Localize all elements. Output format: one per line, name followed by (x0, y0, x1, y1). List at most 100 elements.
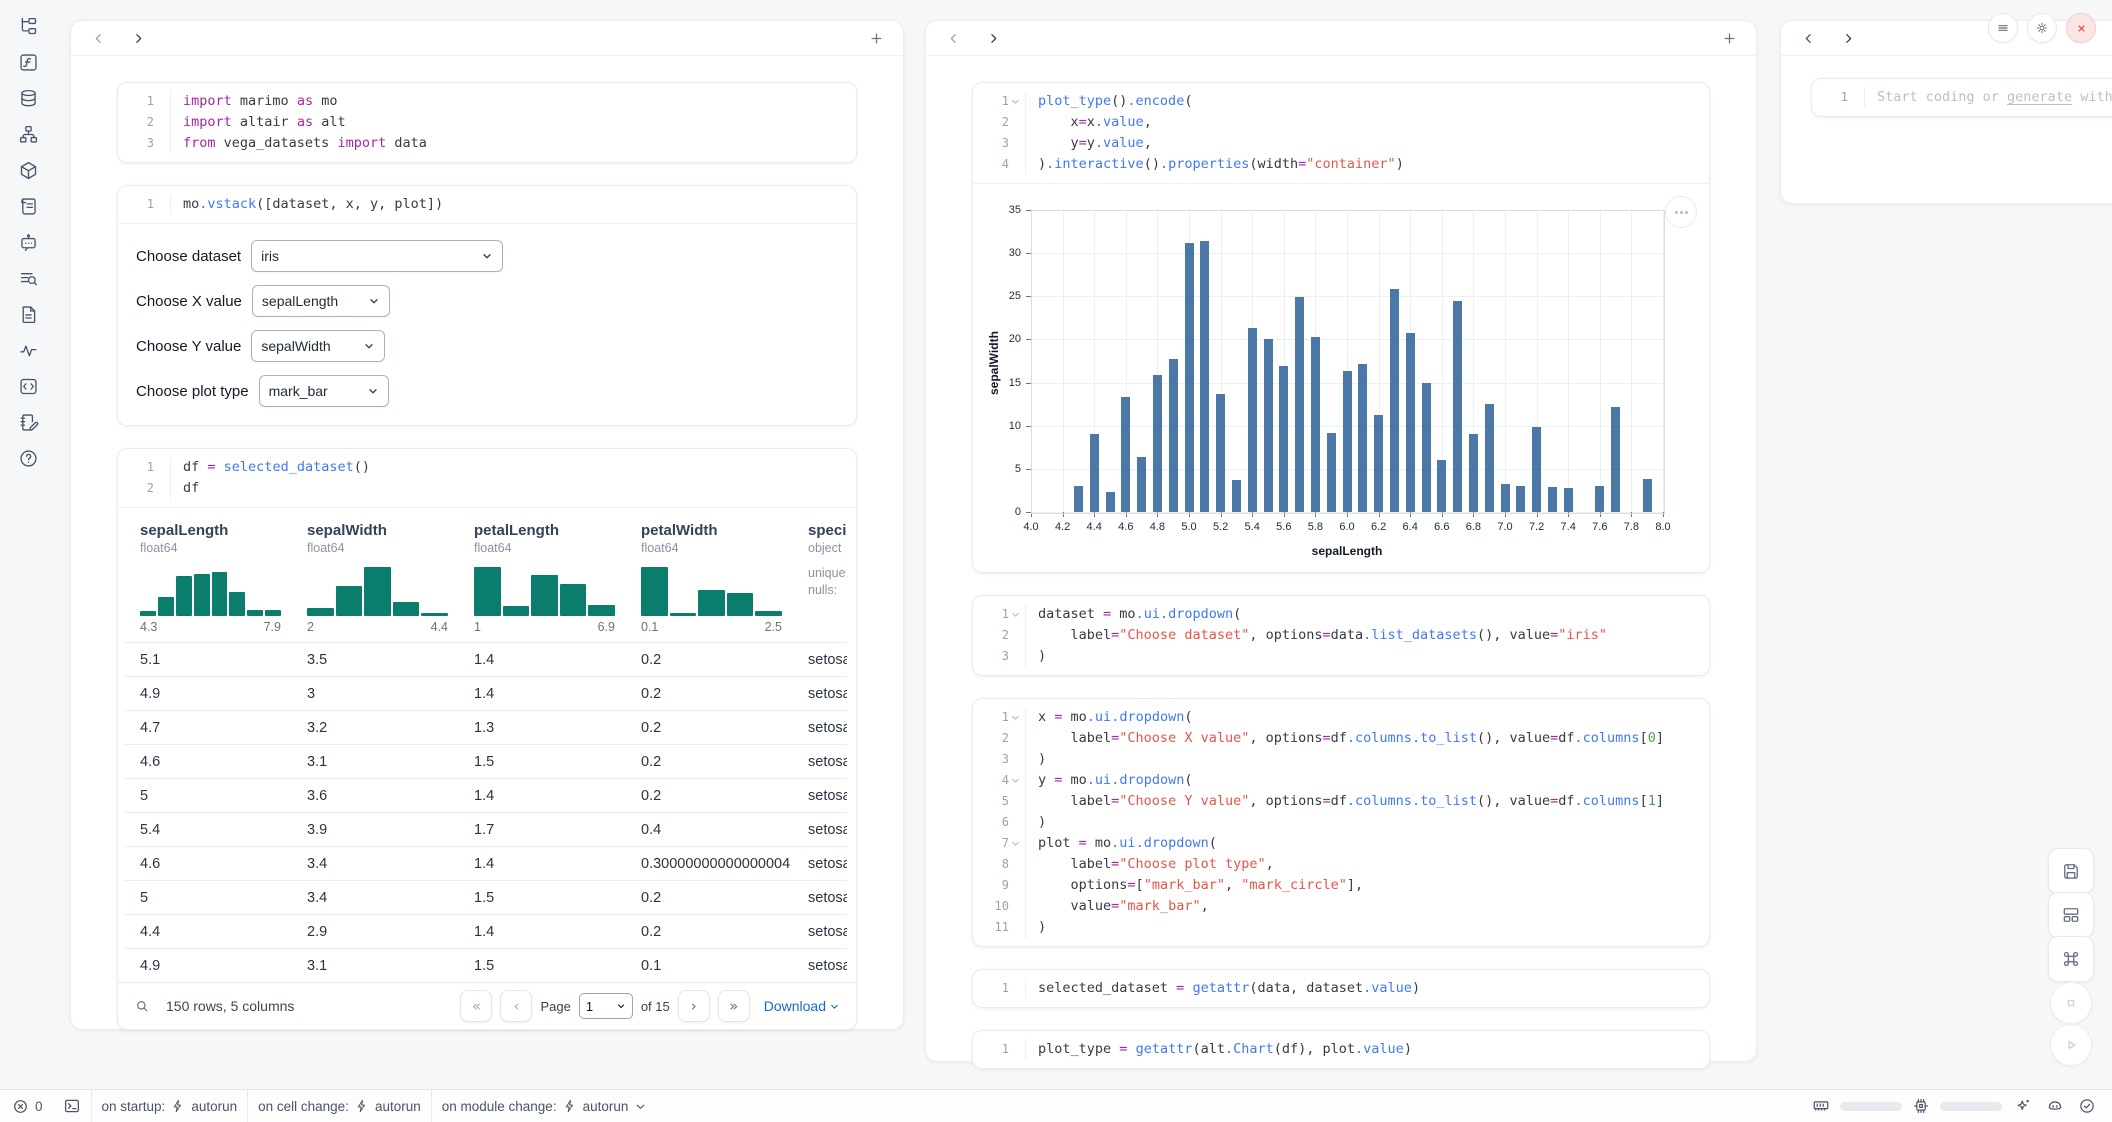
table-cell: setosa (808, 685, 847, 702)
choose-dataset-select[interactable]: iris (251, 240, 504, 272)
next-page-button[interactable]: › (677, 990, 710, 1022)
line-number-gutter: 2 (973, 728, 1026, 749)
editor-placeholder[interactable]: Start coding or generate with AI (1877, 89, 2112, 105)
altair-bar-chart[interactable]: 0 5 10 15 20 25 30 35 4.0 4.2 4.4 4.6 4.8 5.0 5.2 5.4 5.… (973, 184, 1709, 572)
run-all-button[interactable] (2050, 1024, 2092, 1066)
table-cell: setosa (808, 719, 847, 736)
column-header-sepalLength[interactable]: sepalLength float64 4.3 7.9 (124, 508, 291, 642)
chart-actions-button[interactable] (1665, 196, 1697, 228)
sidebar-item-help[interactable] (16, 446, 40, 470)
sidebar-item-functions[interactable] (16, 50, 40, 74)
add-cell-button[interactable] (865, 27, 887, 49)
code-editor[interactable]: 1 x = mo.ui.dropdown(2 label="Choose X va… (973, 699, 1709, 946)
histogram-bar (559, 583, 587, 616)
code-editor[interactable]: 1 plot_type().encode(2 x=x.value, 3 y=y.va… (973, 83, 1709, 183)
chart-bar (1453, 300, 1463, 512)
stop-all-button[interactable] (2050, 982, 2092, 1024)
fold-toggle-icon[interactable] (1010, 712, 1021, 723)
sidebar-item-snippets[interactable] (16, 374, 40, 398)
code-editor[interactable]: 1 dataset = mo.ui.dropdown(2 label="Choos… (973, 596, 1709, 675)
choose-plot-type-select[interactable]: mark_bar (258, 375, 389, 407)
ai-assist-button[interactable] (2012, 1097, 2034, 1115)
code-text: value="mark_bar", (1038, 898, 1209, 914)
code-line: 7 plot = mo.ui.dropdown( (973, 833, 1709, 854)
column-next-button[interactable] (1837, 27, 1859, 49)
sidebar-item-chat-bot[interactable] (16, 230, 40, 254)
page-select[interactable]: 1 (578, 993, 633, 1019)
table-row: 5 3.6 1.4 0.2 setosa (124, 778, 847, 812)
sidebar-item-script[interactable] (16, 194, 40, 218)
sidebar-item-file-tree[interactable] (16, 14, 40, 38)
table-cell: 3.5 (307, 651, 328, 668)
database-icon (18, 88, 39, 109)
code-editor[interactable]: 1 selected_dataset = getattr(data, datase… (973, 970, 1709, 1007)
on-module-change-menu[interactable]: on module change: autorun (432, 1090, 658, 1122)
empty-code-cell[interactable]: 1 Start coding or generate with AI (1811, 78, 2112, 117)
column-name: sepalLength (140, 522, 229, 539)
code-text: y = mo.ui.dropdown( (1038, 772, 1193, 788)
last-page-button[interactable]: » (717, 990, 750, 1022)
sidebar-item-activity[interactable] (16, 338, 40, 362)
code-editor[interactable]: 1 mo.vstack([dataset, x, y, plot]) (118, 186, 856, 223)
gridline (1631, 210, 1633, 512)
sidebar-item-scratchpad[interactable] (16, 410, 40, 434)
layout-toggle-button[interactable] (2048, 892, 2094, 938)
check-circle-icon (2078, 1097, 2096, 1115)
add-cell-button[interactable] (1718, 27, 1740, 49)
column-next-button[interactable] (127, 27, 149, 49)
column-prev-button[interactable] (87, 27, 109, 49)
error-indicator[interactable]: 0 (0, 1090, 53, 1122)
on-cell-change-menu[interactable]: on cell change: autorun (258, 1098, 421, 1114)
choose-y-value-select[interactable]: sepalWidth (251, 330, 386, 362)
gridline (1536, 210, 1538, 512)
fold-toggle-icon[interactable] (1010, 775, 1021, 786)
code-editor[interactable]: 1 df = selected_dataset() 2 df (118, 449, 856, 507)
column-header-petalWidth[interactable]: petalWidth float64 0.1 2.5 (625, 508, 792, 642)
on-startup-menu[interactable]: on startup: autorun (101, 1098, 238, 1114)
fold-toggle-icon[interactable] (1010, 609, 1021, 620)
line-number-gutter: 4 (973, 770, 1026, 791)
code-line: 1 import marimo as mo (118, 91, 856, 112)
x-tick (1220, 512, 1222, 517)
choose-x-value-select[interactable]: sepalLength (251, 285, 390, 317)
search-icon[interactable] (134, 998, 150, 1014)
sidebar-item-search-list[interactable] (16, 266, 40, 290)
histogram-bar (421, 612, 448, 616)
sidebar-item-dependency-graph[interactable] (16, 122, 40, 146)
column-histogram (641, 564, 782, 616)
fold-toggle-icon[interactable] (1010, 838, 1021, 849)
fold-toggle-icon[interactable] (1010, 96, 1021, 107)
connection-status-button[interactable] (2076, 1097, 2098, 1115)
copilot-button[interactable] (2044, 1097, 2066, 1115)
shutdown-button[interactable] (2066, 13, 2096, 43)
table-cell: 0.2 (641, 719, 662, 736)
sidebar-item-document[interactable] (16, 302, 40, 326)
column-prev-button[interactable] (1797, 27, 1819, 49)
table-row: 4.7 3.2 1.3 0.2 setosa (124, 710, 847, 744)
column-header-petalLength[interactable]: petalLength float64 1 6.9 (458, 508, 625, 642)
column-header-sepalWidth[interactable]: sepalWidth float64 2 4.4 (291, 508, 458, 642)
keyboard-shortcuts-button[interactable] (2048, 936, 2094, 982)
dependency-graph-icon (18, 124, 39, 145)
sidebar-item-package[interactable] (16, 158, 40, 182)
x-tick (1410, 512, 1412, 517)
code-editor[interactable]: 1 import marimo as mo 2 import altair as al… (118, 83, 856, 162)
column-header-species[interactable]: species object unique: nulls: (792, 508, 847, 642)
column-next-button[interactable] (982, 27, 1004, 49)
menu-button[interactable] (1988, 13, 2018, 43)
activity-sidebar (0, 0, 56, 470)
first-page-button[interactable]: « (460, 990, 493, 1022)
download-button[interactable]: Download (764, 998, 840, 1014)
sidebar-item-database[interactable] (16, 86, 40, 110)
stat-line: nulls: (808, 583, 838, 597)
code-editor[interactable]: 1 plot_type = getattr(alt.Chart(df), plot… (973, 1031, 1709, 1068)
settings-button[interactable] (2027, 13, 2057, 43)
chat-bot-icon (18, 232, 39, 253)
prev-page-button[interactable]: ‹ (500, 990, 533, 1022)
terminal-button[interactable] (53, 1090, 91, 1122)
generate-with-ai-link[interactable]: generate (2007, 89, 2073, 105)
save-button[interactable] (2048, 848, 2094, 894)
column-prev-button[interactable] (942, 27, 964, 49)
x-tick (1062, 512, 1064, 517)
code-text: y=y.value, (1038, 135, 1152, 151)
